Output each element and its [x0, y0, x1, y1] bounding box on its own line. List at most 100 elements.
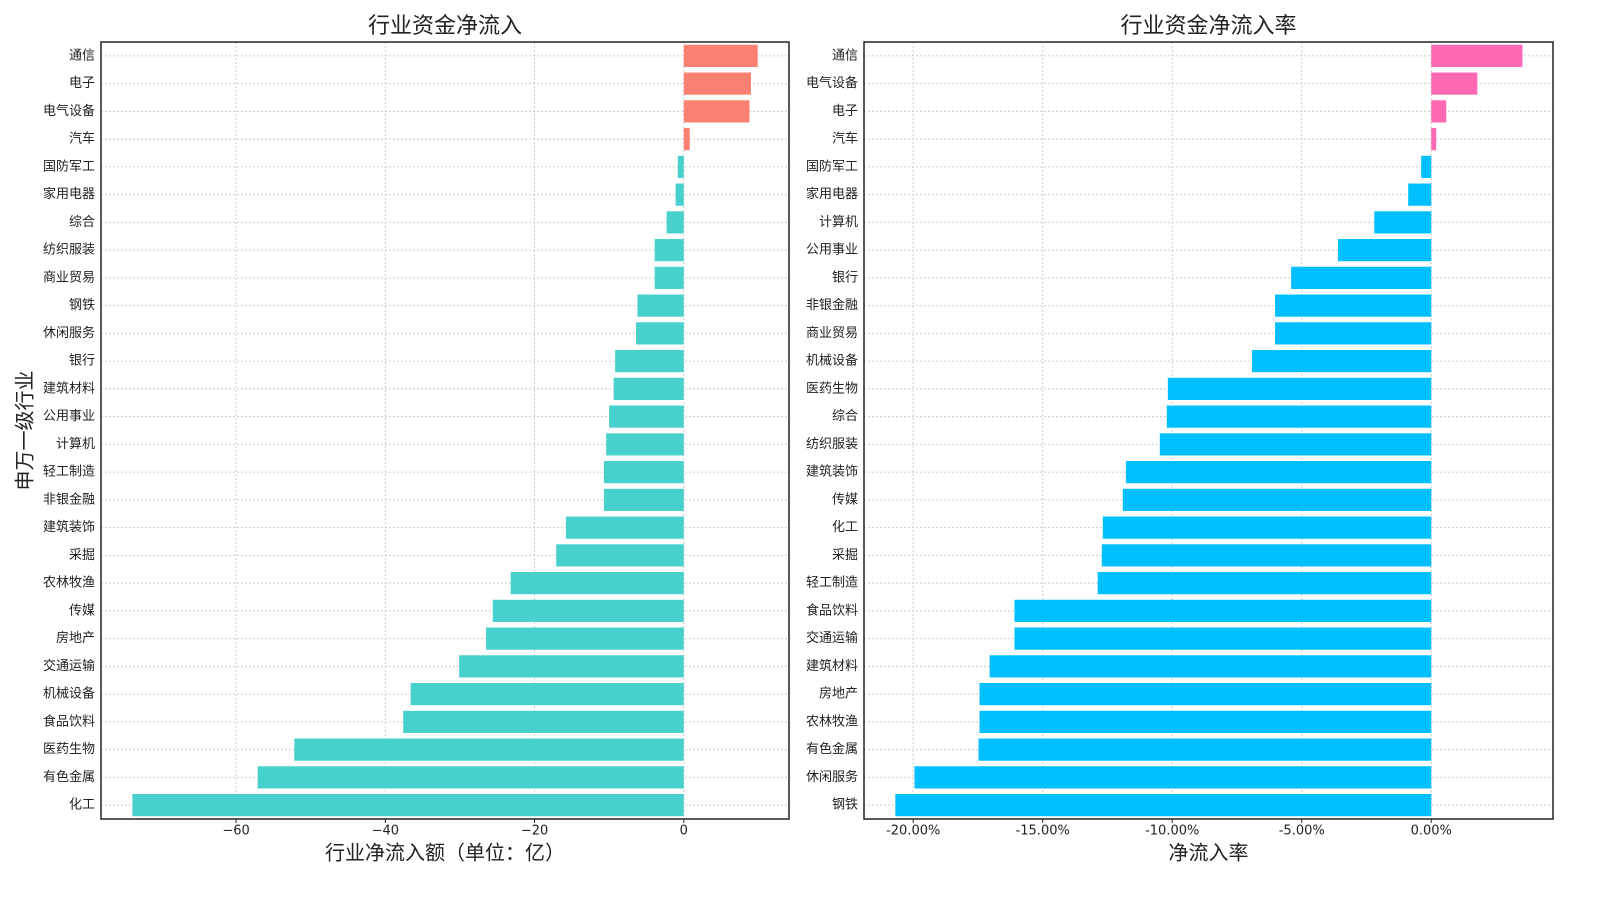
- y-tick-label: 有色金属: [43, 769, 95, 785]
- bar: [666, 211, 684, 234]
- y-tick-label: 公用事业: [43, 409, 95, 424]
- y-tick-label: 化工: [69, 798, 95, 813]
- y-tick-label: 电子: [69, 76, 95, 91]
- axes-frame: [863, 41, 1554, 820]
- bar: [683, 128, 690, 151]
- y-tick-label: 食品饮料: [43, 713, 95, 729]
- bar: [1014, 599, 1432, 622]
- y-tick-label: 银行: [69, 354, 95, 369]
- y-tick-label: 休闲服务: [806, 769, 858, 785]
- y-tick-label: 休闲服务: [43, 325, 95, 341]
- bar: [132, 794, 684, 817]
- bar: [989, 655, 1432, 678]
- bar: [609, 405, 684, 428]
- y-tick-label: 农林牧渔: [806, 714, 858, 729]
- y-tick-label: 汽车: [69, 131, 95, 147]
- y-tick-label: 通信: [832, 48, 858, 63]
- bar: [675, 183, 684, 206]
- y-tick-label: 机械设备: [43, 686, 95, 702]
- y-tick-label: 交通运输: [806, 630, 858, 646]
- bar: [603, 488, 684, 511]
- bar: [556, 544, 684, 567]
- y-tick-label: 电子: [832, 104, 858, 119]
- bar: [1338, 239, 1432, 262]
- x-tick-label: 0: [680, 824, 688, 839]
- x-tick-label: -15.00%: [1016, 824, 1070, 839]
- bar: [492, 599, 684, 622]
- bar: [1275, 294, 1432, 317]
- bar: [459, 655, 684, 678]
- y-tick-label: 轻工制造: [806, 576, 858, 591]
- bar: [978, 738, 1432, 761]
- chart-title: 行业资金净流入: [368, 14, 522, 39]
- x-tick-label: -20.00%: [886, 824, 940, 839]
- bar: [1374, 211, 1432, 234]
- y-tick-label: 建筑装饰: [43, 519, 95, 535]
- bar: [613, 377, 684, 400]
- y-tick-label: 综合: [832, 409, 858, 424]
- y-tick-label: 钢铁: [69, 298, 95, 313]
- bar: [1431, 72, 1478, 95]
- bar: [1252, 350, 1432, 373]
- y-tick-label: 房地产: [56, 630, 95, 646]
- bar: [1275, 322, 1432, 345]
- bar: [683, 44, 758, 67]
- bar: [683, 100, 750, 123]
- axes-frame: [100, 41, 790, 820]
- y-tick-label: 汽车: [832, 131, 858, 147]
- y-tick-label: 公用事业: [806, 243, 858, 258]
- bar: [1431, 100, 1447, 123]
- bar: [1097, 572, 1432, 595]
- y-tick-label: 传媒: [832, 492, 858, 507]
- y-tick-label: 轻工制造: [43, 465, 95, 480]
- y-tick-label: 交通运输: [43, 658, 95, 674]
- y-tick-label: 通信: [69, 48, 95, 63]
- y-tick-label: 国防军工: [43, 158, 95, 174]
- x-tick-label: 0.00%: [1411, 824, 1452, 839]
- bar: [1431, 44, 1523, 67]
- y-tick-label: 非银金融: [43, 491, 95, 507]
- bar: [895, 794, 1432, 817]
- y-tick-label: 化工: [832, 520, 858, 535]
- bar: [979, 710, 1432, 733]
- bar: [1421, 155, 1432, 178]
- y-tick-label: 计算机: [56, 437, 95, 452]
- y-tick-label: 商业贸易: [806, 326, 858, 341]
- x-axis-label: 净流入率: [1169, 841, 1249, 865]
- y-tick-label: 综合: [69, 215, 95, 230]
- x-tick-label: -10.00%: [1145, 824, 1199, 839]
- y-tick-label: 食品饮料: [806, 602, 858, 618]
- y-tick-label: 采掘: [69, 548, 95, 563]
- bar: [654, 266, 684, 289]
- y-tick-label: 建筑材料: [43, 380, 95, 396]
- bar: [636, 322, 684, 345]
- bar: [1122, 488, 1432, 511]
- y-tick-label: 建筑装饰: [806, 464, 858, 480]
- bar: [565, 516, 684, 539]
- bar: [510, 572, 684, 595]
- bar: [1167, 377, 1432, 400]
- y-tick-label: 农林牧渔: [43, 576, 95, 591]
- bar: [410, 683, 684, 706]
- bar: [603, 461, 684, 484]
- y-tick-label: 电气设备: [43, 103, 95, 119]
- bar: [403, 710, 684, 733]
- bar: [1166, 405, 1432, 428]
- y-tick-label: 国防军工: [806, 158, 858, 174]
- x-tick-label: −20: [521, 824, 548, 839]
- bar: [637, 294, 684, 317]
- bar: [606, 433, 684, 456]
- bar: [1408, 183, 1432, 206]
- y-tick-label: 商业贸易: [43, 270, 95, 285]
- y-tick-label: 采掘: [832, 548, 858, 563]
- bar: [1291, 266, 1432, 289]
- bar: [615, 350, 684, 373]
- y-axis-label: 申万一级行业: [13, 371, 37, 491]
- y-tick-label: 电气设备: [806, 75, 858, 91]
- bar: [257, 766, 684, 789]
- y-tick-label: 钢铁: [832, 798, 858, 813]
- y-tick-label: 计算机: [819, 215, 858, 230]
- y-tick-label: 机械设备: [806, 353, 858, 369]
